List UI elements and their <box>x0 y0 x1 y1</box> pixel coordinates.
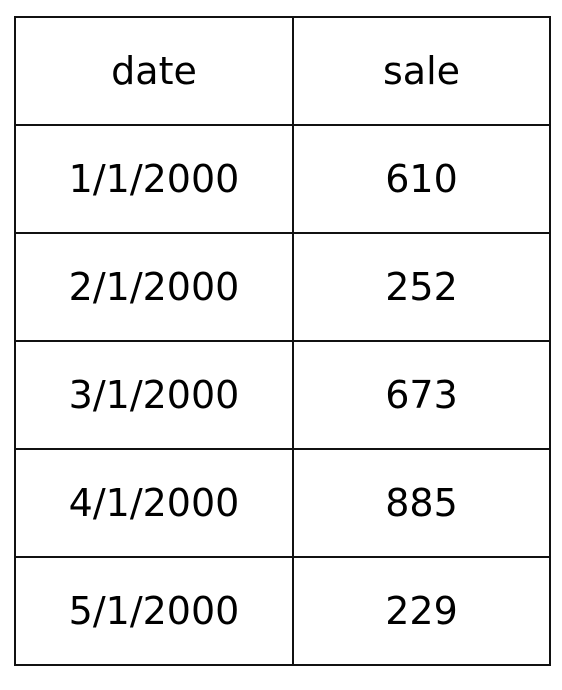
sale-cell: 229 <box>292 556 551 666</box>
column-header-sale: sale <box>292 16 551 126</box>
table-row: 2/1/2000 252 <box>14 232 551 342</box>
column-header-date: date <box>14 16 294 126</box>
table-container: date sale 1/1/2000 610 2/1/2000 252 3/1/… <box>14 16 551 666</box>
table-row: 1/1/2000 610 <box>14 124 551 234</box>
sale-cell: 673 <box>292 340 551 450</box>
sale-cell: 885 <box>292 448 551 558</box>
date-cell: 3/1/2000 <box>14 340 294 450</box>
table-row: 3/1/2000 673 <box>14 340 551 450</box>
date-cell: 5/1/2000 <box>14 556 294 666</box>
date-cell: 4/1/2000 <box>14 448 294 558</box>
table-row: 4/1/2000 885 <box>14 448 551 558</box>
sale-cell: 610 <box>292 124 551 234</box>
header-row: date sale <box>14 16 551 126</box>
sales-table: date sale 1/1/2000 610 2/1/2000 252 3/1/… <box>14 16 551 666</box>
table-row: 5/1/2000 229 <box>14 556 551 666</box>
sale-cell: 252 <box>292 232 551 342</box>
date-cell: 1/1/2000 <box>14 124 294 234</box>
date-cell: 2/1/2000 <box>14 232 294 342</box>
